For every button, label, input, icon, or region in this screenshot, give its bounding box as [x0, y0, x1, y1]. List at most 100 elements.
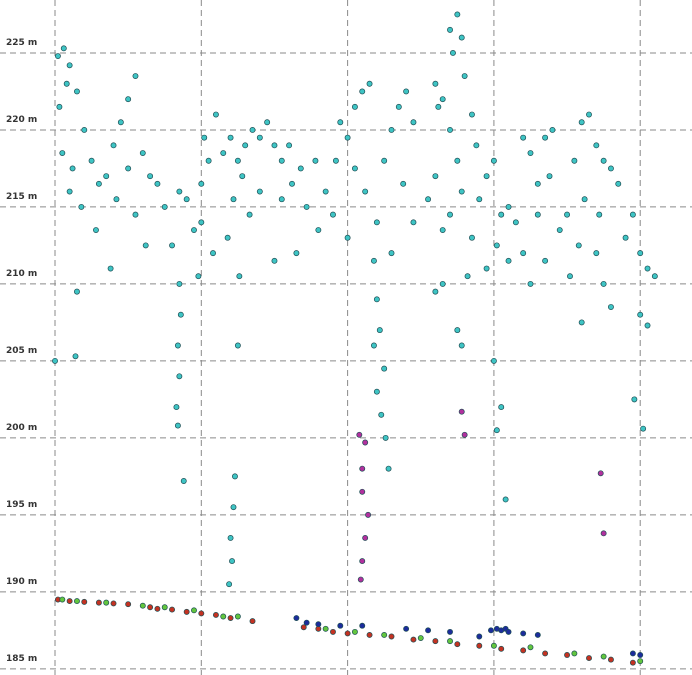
point — [198, 219, 205, 226]
point — [490, 357, 497, 364]
point — [332, 157, 339, 164]
y-tick-label: 195 m — [6, 500, 37, 510]
point — [520, 250, 527, 257]
point — [249, 126, 256, 133]
point — [249, 618, 256, 625]
point — [210, 250, 216, 257]
point — [388, 633, 395, 640]
point — [344, 134, 351, 141]
point — [337, 622, 344, 629]
point — [381, 157, 388, 164]
point — [174, 422, 181, 429]
point — [191, 607, 197, 614]
point — [564, 211, 571, 218]
point — [498, 211, 505, 218]
point — [366, 80, 373, 87]
point — [359, 465, 366, 472]
point — [177, 311, 184, 318]
point — [534, 632, 541, 638]
point — [312, 157, 319, 164]
point — [220, 150, 227, 156]
point — [110, 142, 117, 149]
point — [370, 257, 377, 264]
point-series — [293, 615, 644, 658]
point — [534, 211, 541, 218]
point — [198, 180, 205, 187]
y-tick-label: 190 m — [6, 577, 37, 587]
point — [229, 558, 235, 565]
point — [234, 157, 241, 164]
point — [242, 142, 249, 149]
point — [125, 601, 132, 608]
point — [139, 150, 146, 156]
point — [575, 242, 582, 249]
point — [493, 242, 500, 249]
point — [520, 134, 527, 141]
point — [381, 365, 388, 372]
y-tick-label: 205 m — [6, 346, 37, 356]
point — [640, 425, 647, 432]
point — [622, 234, 629, 241]
point — [95, 599, 102, 606]
point — [66, 188, 73, 195]
point — [629, 211, 636, 218]
point — [469, 234, 475, 241]
point — [88, 157, 95, 164]
point — [564, 652, 571, 658]
point — [447, 26, 453, 33]
point — [461, 73, 468, 80]
point — [458, 188, 465, 195]
point — [132, 73, 139, 80]
point — [142, 242, 149, 249]
point — [425, 627, 432, 634]
point — [488, 627, 494, 634]
point — [52, 357, 58, 364]
point — [597, 470, 604, 477]
point — [59, 596, 66, 603]
point — [381, 632, 388, 638]
point — [226, 581, 233, 588]
point — [600, 157, 607, 164]
point — [110, 600, 117, 607]
point — [72, 353, 79, 360]
point-series — [54, 596, 636, 666]
point — [593, 250, 600, 257]
point — [527, 644, 534, 651]
point — [607, 165, 614, 172]
point — [293, 250, 300, 257]
point — [183, 608, 190, 615]
point — [370, 342, 377, 349]
point — [651, 273, 658, 280]
point — [395, 103, 402, 110]
point — [388, 250, 395, 257]
point — [78, 203, 85, 210]
point — [546, 173, 553, 180]
point — [435, 103, 442, 110]
point — [351, 628, 358, 635]
point — [498, 645, 505, 652]
point — [637, 250, 644, 257]
point-series — [52, 11, 658, 588]
point — [344, 630, 351, 637]
point — [447, 628, 453, 635]
point — [113, 196, 120, 203]
point — [432, 288, 439, 295]
point — [278, 196, 285, 203]
point — [180, 478, 187, 484]
point — [578, 119, 585, 126]
point — [432, 80, 439, 87]
point — [81, 598, 88, 605]
point — [330, 628, 336, 635]
point — [644, 265, 651, 272]
point — [103, 173, 110, 180]
point — [60, 45, 67, 52]
point-series — [356, 408, 607, 583]
point — [107, 265, 114, 272]
point — [66, 62, 73, 69]
point — [458, 342, 465, 349]
point — [607, 304, 614, 310]
point — [581, 196, 588, 203]
point — [220, 613, 227, 620]
point — [600, 653, 607, 660]
point — [293, 615, 300, 621]
